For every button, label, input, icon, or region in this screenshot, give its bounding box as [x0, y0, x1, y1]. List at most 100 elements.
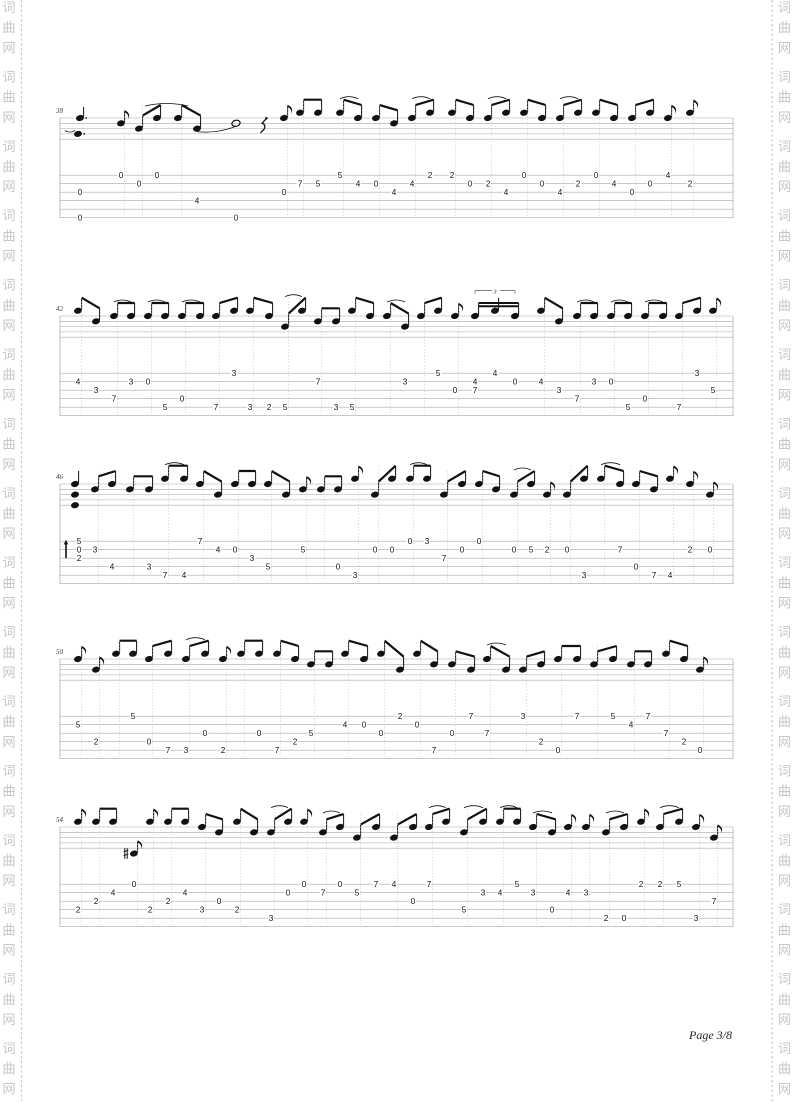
svg-text:词: 词 [2, 902, 15, 917]
svg-text:网: 网 [2, 734, 15, 749]
svg-text:7: 7 [469, 712, 474, 721]
svg-text:词: 词 [2, 625, 15, 640]
svg-text:网: 网 [778, 1081, 791, 1096]
svg-text:曲: 曲 [778, 90, 791, 105]
svg-text:0: 0 [374, 180, 379, 189]
svg-text:7: 7 [427, 880, 432, 889]
svg-text:5: 5 [131, 712, 136, 721]
svg-text:0: 0 [556, 746, 561, 755]
svg-text:5: 5 [266, 563, 271, 572]
svg-text:3: 3 [582, 571, 587, 580]
svg-text:词: 词 [778, 902, 791, 917]
svg-text:曲: 曲 [2, 506, 15, 521]
svg-text:4: 4 [343, 721, 348, 730]
svg-text:网: 网 [778, 387, 791, 402]
svg-text:网: 网 [2, 665, 15, 680]
svg-text:2: 2 [428, 171, 433, 180]
svg-text:网: 网 [2, 1081, 15, 1096]
svg-text:0: 0 [338, 880, 343, 889]
svg-text:7: 7 [485, 729, 490, 738]
svg-text:3: 3 [557, 386, 562, 395]
svg-text:曲: 曲 [778, 506, 791, 521]
svg-text:词: 词 [778, 278, 791, 293]
svg-text:曲: 曲 [778, 992, 791, 1007]
svg-text:3: 3 [269, 914, 274, 923]
svg-text:38: 38 [55, 107, 64, 115]
svg-text:词: 词 [2, 416, 15, 431]
svg-text:词: 词 [778, 833, 791, 848]
svg-text:3: 3 [592, 378, 597, 387]
svg-text:4: 4 [76, 378, 81, 387]
svg-text:7: 7 [575, 712, 580, 721]
svg-text:5: 5 [436, 369, 441, 378]
svg-text:0: 0 [648, 180, 653, 189]
svg-text:0: 0 [217, 897, 222, 906]
svg-text:曲: 曲 [2, 784, 15, 799]
svg-text:网: 网 [2, 804, 15, 819]
svg-text:50: 50 [56, 648, 64, 656]
svg-text:网: 网 [778, 1012, 791, 1027]
svg-text:曲: 曲 [778, 714, 791, 729]
svg-text:词: 词 [778, 208, 791, 223]
svg-text:网: 网 [2, 873, 15, 888]
svg-text:2: 2 [576, 180, 581, 189]
svg-text:词: 词 [778, 625, 791, 640]
svg-text:词: 词 [778, 694, 791, 709]
svg-text:词: 词 [2, 139, 15, 154]
svg-text:4: 4 [668, 571, 673, 580]
svg-text:7: 7 [432, 746, 437, 755]
svg-text:曲: 曲 [2, 159, 15, 174]
svg-text:词: 词 [2, 486, 15, 501]
svg-text:曲: 曲 [2, 853, 15, 868]
svg-text:3: 3 [425, 537, 430, 546]
svg-text:网: 网 [778, 526, 791, 541]
svg-text:曲: 曲 [778, 437, 791, 452]
svg-text:0: 0 [390, 546, 395, 555]
svg-text:7: 7 [664, 729, 669, 738]
svg-text:曲: 曲 [2, 228, 15, 243]
svg-text:3: 3 [584, 889, 589, 898]
svg-text:网: 网 [778, 665, 791, 680]
svg-text:词: 词 [2, 0, 15, 15]
svg-text:7: 7 [473, 386, 478, 395]
svg-text:2: 2 [539, 738, 544, 747]
svg-text:网: 网 [778, 249, 791, 264]
svg-text:曲: 曲 [2, 90, 15, 105]
svg-text:曲: 曲 [778, 922, 791, 937]
svg-text:4: 4 [392, 880, 397, 889]
svg-text:0: 0 [373, 546, 378, 555]
svg-text:4: 4 [195, 197, 200, 206]
svg-text:3: 3 [353, 571, 358, 580]
svg-text:曲: 曲 [778, 575, 791, 590]
svg-text:2: 2 [94, 738, 99, 747]
svg-text:0: 0 [565, 546, 570, 555]
svg-text:7: 7 [442, 554, 447, 563]
svg-text:网: 网 [778, 318, 791, 333]
svg-text:42: 42 [56, 305, 64, 313]
svg-text:4: 4 [110, 563, 115, 572]
svg-text:3: 3 [521, 712, 526, 721]
svg-text:0: 0 [415, 721, 420, 730]
svg-text:网: 网 [778, 457, 791, 472]
svg-text:4: 4 [539, 378, 544, 387]
svg-text:2: 2 [682, 738, 687, 747]
svg-text:2: 2 [688, 546, 693, 555]
svg-text:曲: 曲 [778, 784, 791, 799]
svg-text:7: 7 [677, 403, 682, 412]
svg-text:2: 2 [545, 546, 550, 555]
svg-text:词: 词 [778, 1041, 791, 1056]
svg-text:0: 0 [609, 378, 614, 387]
svg-text:7: 7 [321, 889, 326, 898]
svg-text:5: 5 [309, 729, 314, 738]
svg-text:2: 2 [235, 906, 240, 915]
svg-text:3: 3 [184, 746, 189, 755]
svg-text:曲: 曲 [2, 367, 15, 382]
svg-text:曲: 曲 [2, 922, 15, 937]
svg-text:0: 0 [634, 563, 639, 572]
svg-text:3: 3 [481, 889, 486, 898]
svg-text:词: 词 [778, 0, 791, 15]
svg-text:7: 7 [298, 180, 303, 189]
svg-text:5: 5 [338, 171, 343, 180]
svg-text:网: 网 [778, 596, 791, 611]
svg-text:2: 2 [450, 171, 455, 180]
